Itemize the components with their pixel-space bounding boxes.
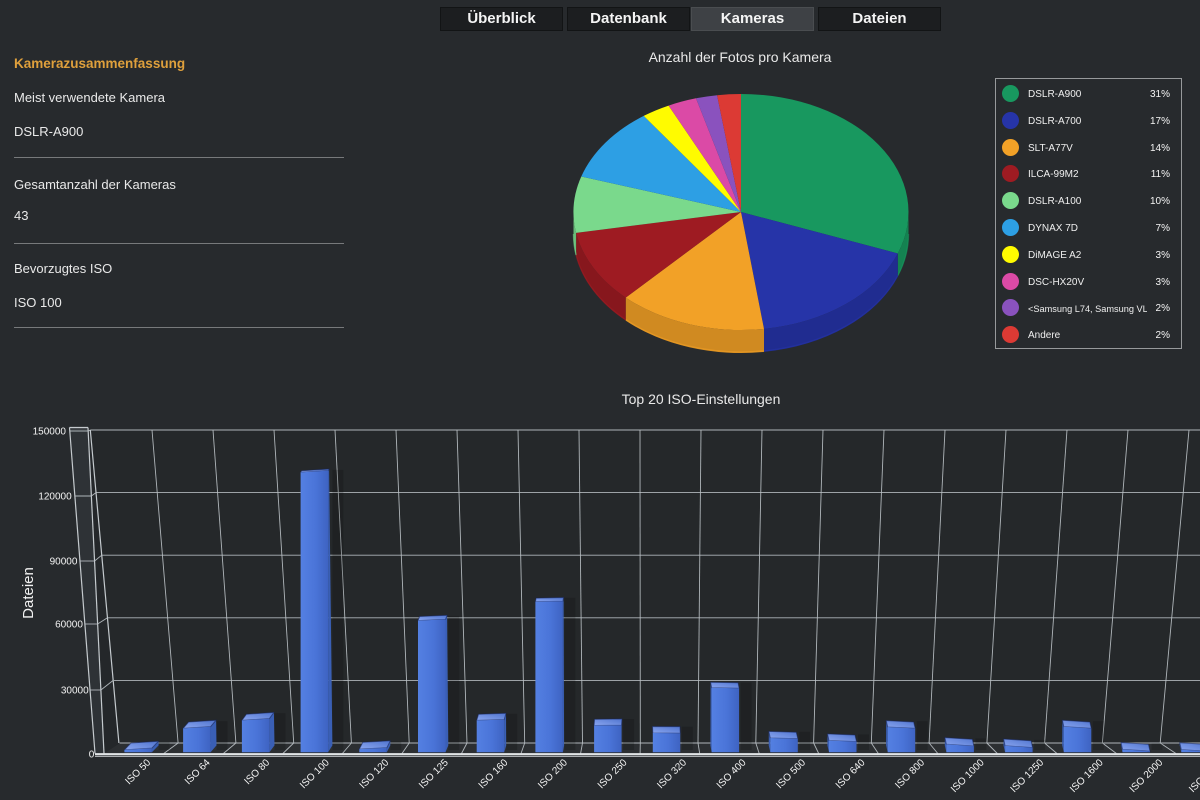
svg-text:0: 0 [89,750,95,761]
svg-text:ISO 2500: ISO 2500 [1187,757,1200,795]
svg-text:ISO 250: ISO 250 [596,757,630,791]
svg-text:ISO 200: ISO 200 [536,757,570,791]
svg-text:ISO 120: ISO 120 [358,757,392,791]
svg-text:ISO 125: ISO 125 [417,757,451,791]
svg-text:Dateien: Dateien [20,567,37,619]
svg-text:ISO 160: ISO 160 [477,757,511,791]
svg-text:ISO 50: ISO 50 [123,757,153,787]
svg-text:ISO 320: ISO 320 [655,757,689,791]
svg-text:ISO 80: ISO 80 [242,757,272,787]
svg-text:ISO 1250: ISO 1250 [1009,757,1047,795]
svg-text:ISO 1000: ISO 1000 [949,757,987,795]
svg-text:Anzahl der Fotos pro Kamera: Anzahl der Fotos pro Kamera [649,49,832,65]
svg-text:ISO 1600: ISO 1600 [1068,757,1106,795]
svg-text:ISO 800: ISO 800 [893,757,927,791]
svg-text:ISO 640: ISO 640 [834,757,868,791]
svg-text:150000: 150000 [33,427,67,438]
svg-text:Top 20 ISO-Einstellungen: Top 20 ISO-Einstellungen [622,391,781,407]
svg-text:60000: 60000 [55,620,83,631]
svg-text:ISO 500: ISO 500 [774,757,808,791]
svg-text:ISO 100: ISO 100 [298,757,332,791]
svg-text:90000: 90000 [50,557,78,568]
svg-text:ISO 2000: ISO 2000 [1128,757,1166,795]
svg-text:ISO 64: ISO 64 [183,757,213,787]
svg-text:120000: 120000 [38,492,72,503]
svg-text:30000: 30000 [61,686,89,697]
svg-text:ISO 400: ISO 400 [715,757,749,791]
